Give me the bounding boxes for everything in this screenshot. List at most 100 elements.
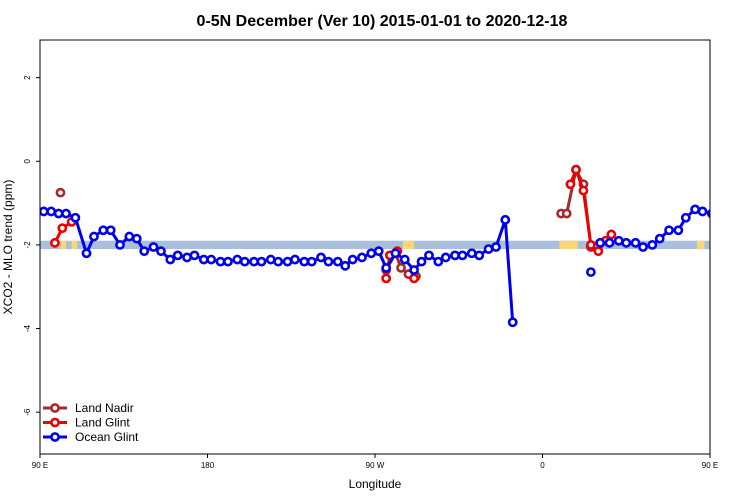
data-point: [440, 252, 451, 263]
data-point: [340, 260, 351, 271]
legend-label: Land Glint: [75, 416, 130, 430]
data-point: [40, 206, 49, 217]
data-point: [706, 209, 710, 219]
data-point: [189, 250, 200, 261]
data-point: [604, 237, 615, 248]
band-land-segment: [71, 240, 78, 250]
data-point: [347, 254, 358, 265]
data-point: [172, 250, 183, 261]
data-point: [424, 250, 434, 261]
legend-marker: [50, 403, 60, 413]
data-point: [206, 254, 217, 265]
data-point: [561, 208, 572, 219]
data-point: [139, 246, 150, 257]
data-point: [409, 273, 419, 284]
y-tick-label: -4: [23, 324, 32, 332]
data-point: [654, 233, 665, 244]
data-point: [49, 237, 60, 248]
data-point: [98, 225, 109, 236]
x-tick-label: 0: [540, 461, 545, 470]
legend-label: Land Nadir: [75, 401, 134, 415]
data-point: [290, 254, 300, 265]
data-point: [357, 252, 367, 263]
data-point: [571, 164, 581, 175]
data-point: [53, 208, 64, 219]
x-axis: 90 E 180 90 W 0 90 E: [32, 454, 718, 470]
series-land-glint: [49, 164, 617, 284]
data-point: [57, 223, 68, 234]
legend-marker: [50, 432, 60, 442]
data-point: [630, 237, 641, 248]
data-point: [131, 233, 142, 244]
data-point: [198, 254, 209, 265]
data-point: [61, 208, 71, 219]
data-point: [673, 225, 684, 236]
data-point: [381, 273, 392, 284]
band-land-segment: [745, 241, 750, 249]
data-point: [299, 256, 310, 267]
data-point: [373, 246, 384, 257]
data-point: [491, 242, 501, 252]
data-point: [215, 256, 226, 267]
data-point: [638, 242, 648, 252]
data-point: [273, 256, 284, 267]
data-point: [265, 254, 276, 265]
data-point: [680, 212, 691, 223]
data-point: [239, 256, 250, 267]
legend-label: Ocean Glint: [75, 430, 139, 444]
data-point: [81, 248, 92, 259]
data-point: [46, 206, 57, 217]
data-point: [483, 244, 494, 254]
legend-marker: [50, 417, 60, 428]
data-point: [399, 254, 410, 265]
data-point: [115, 240, 125, 250]
data-point: [450, 250, 460, 261]
data-point: [306, 256, 317, 267]
data-point: [507, 317, 518, 328]
data-point: [732, 250, 739, 257]
data-point: [366, 248, 377, 259]
data-point: [474, 250, 485, 261]
data-point: [585, 267, 596, 277]
series-layer: [40, 164, 739, 328]
data-point: [316, 252, 326, 263]
data-point: [70, 212, 81, 223]
data-point: [124, 231, 135, 242]
data-point: [466, 248, 477, 259]
data-point: [416, 256, 427, 267]
y-axis: -6 -4 -2 0 2: [23, 75, 40, 416]
band-land-segment: [402, 240, 415, 250]
data-point: [500, 214, 511, 225]
data-point: [613, 235, 624, 246]
data-point: [332, 256, 343, 267]
data-point: [697, 206, 708, 217]
data-point: [323, 256, 334, 267]
data-point: [595, 237, 606, 248]
x-tick-label: 90 W: [366, 461, 385, 470]
band-layer: [40, 240, 750, 250]
x-tick-label: 90 E: [32, 461, 48, 470]
data-point: [457, 250, 468, 261]
data-point: [433, 256, 444, 267]
data-point: [249, 256, 259, 267]
y-axis-label: XCO2 - MLO trend (ppm): [1, 180, 15, 315]
y-tick-label: -6: [23, 408, 32, 416]
data-point: [647, 240, 658, 250]
data-point: [282, 256, 293, 267]
y-tick-label: 2: [23, 75, 32, 80]
data-point: [223, 256, 233, 267]
chart-title: 0-5N December (Ver 10) 2015-01-01 to 202…: [197, 13, 568, 30]
data-point: [55, 187, 66, 198]
data-point: [409, 265, 419, 275]
data-point: [593, 246, 604, 257]
band-land-segment: [559, 240, 578, 250]
band-ocean: [40, 240, 710, 250]
x-tick-label: 90 E: [702, 461, 718, 470]
data-point: [105, 225, 116, 236]
data-point: [565, 179, 576, 190]
data-point: [621, 237, 632, 248]
data-point: [165, 254, 176, 265]
x-axis-label: Longitude: [349, 477, 402, 491]
